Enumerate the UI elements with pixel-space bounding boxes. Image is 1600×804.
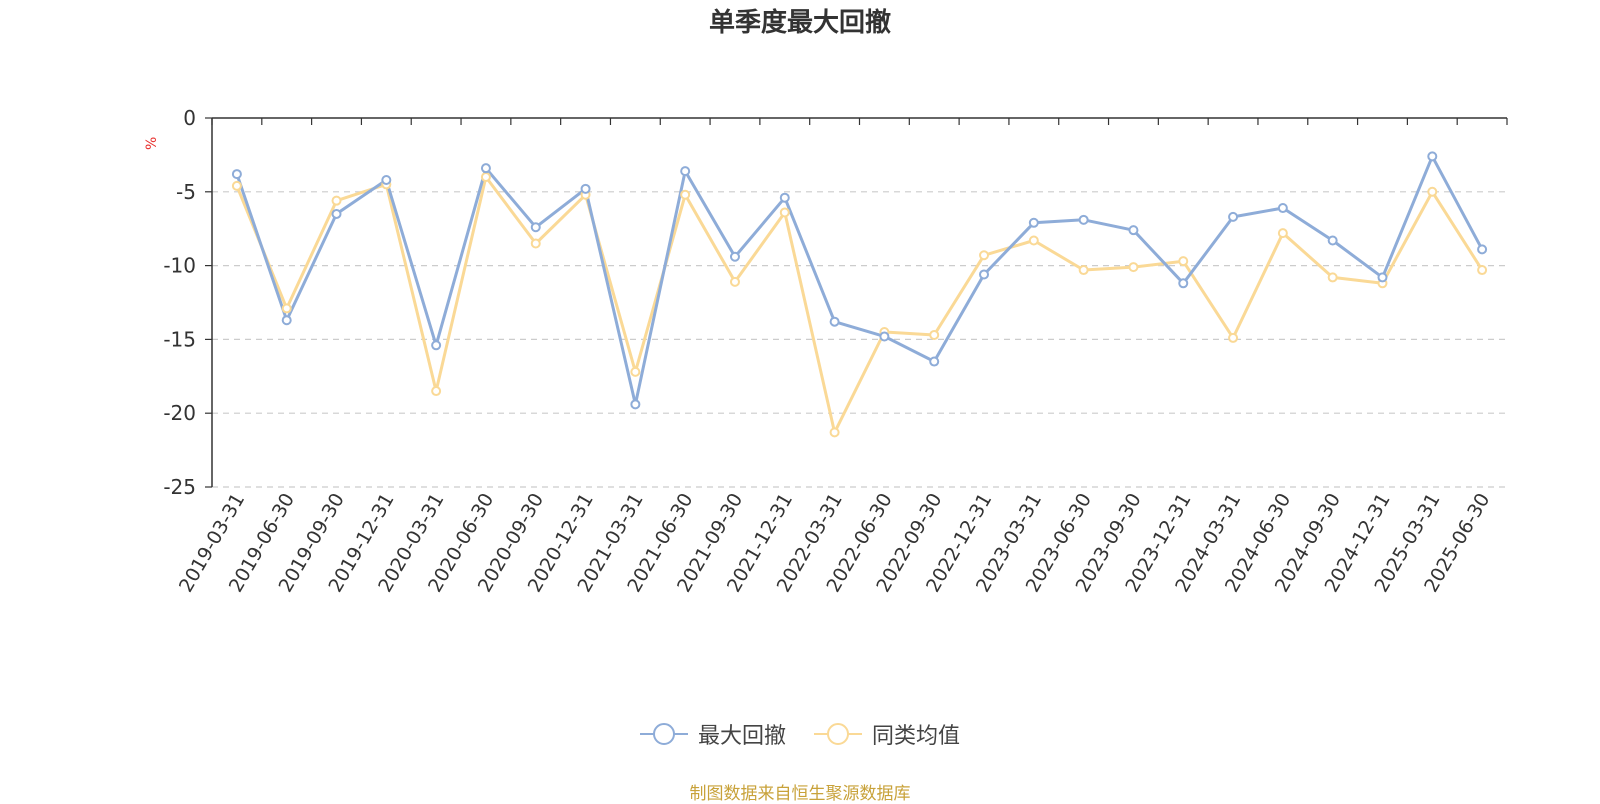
legend-series-2-label: 同类均值 bbox=[872, 724, 961, 749]
series-1-point bbox=[331, 208, 342, 219]
series-1-point bbox=[1128, 225, 1139, 236]
series-1-point bbox=[1377, 272, 1388, 283]
series-2-point bbox=[1327, 272, 1338, 283]
series-2-point bbox=[929, 329, 940, 340]
series-2-point bbox=[829, 427, 840, 438]
series-2-point bbox=[729, 276, 740, 287]
series-2-point bbox=[1078, 265, 1089, 276]
series-2-point bbox=[1477, 265, 1488, 276]
series-1-point bbox=[1477, 244, 1488, 255]
data-source-note: 制图数据来自恒生聚源数据库 bbox=[689, 784, 911, 804]
series-1-point bbox=[480, 163, 491, 174]
chart-title: 单季度最大回撤 bbox=[708, 8, 891, 38]
series-1-point bbox=[580, 183, 591, 194]
y-tick-label: -15 bbox=[163, 327, 196, 351]
series-2-point bbox=[331, 195, 342, 206]
series-2-point bbox=[979, 250, 990, 261]
series-2-point bbox=[530, 238, 541, 249]
series-1-point bbox=[1078, 214, 1089, 225]
y-tick-label: -20 bbox=[163, 401, 196, 425]
series-2-point bbox=[480, 172, 491, 183]
series-line-1 bbox=[235, 154, 1484, 406]
series-line-2 bbox=[235, 175, 1484, 434]
legend-series-1-label: 最大回撤 bbox=[697, 724, 786, 749]
legend-series-2-icon bbox=[814, 723, 862, 745]
series-1-point bbox=[530, 222, 541, 233]
series-1-point bbox=[1028, 217, 1039, 228]
series-1-point bbox=[630, 399, 641, 410]
series-2-point bbox=[1128, 262, 1139, 273]
series-1-point bbox=[929, 356, 940, 367]
series-1-point bbox=[979, 269, 990, 280]
series-1-point bbox=[1178, 278, 1189, 289]
series-2-point bbox=[779, 207, 790, 218]
chart-legend: 最大回撤 同类均值 bbox=[0, 718, 1600, 750]
series-2-point bbox=[281, 303, 292, 314]
series-1-point bbox=[1277, 203, 1288, 214]
series-2-point bbox=[1178, 256, 1189, 267]
series-1-point bbox=[231, 169, 242, 180]
series-2-point bbox=[1028, 235, 1039, 246]
series-1-point bbox=[1427, 151, 1438, 162]
series-1-point bbox=[1327, 235, 1338, 246]
series-2-point bbox=[680, 189, 691, 200]
legend-series-1-icon bbox=[639, 723, 688, 745]
legend-item-series-2[interactable]: 同类均值 bbox=[814, 718, 960, 750]
y-tick-label: 0 bbox=[183, 106, 196, 130]
series-1-point bbox=[431, 340, 442, 351]
y-tick-label: -25 bbox=[163, 475, 196, 499]
series-2-point bbox=[630, 366, 641, 377]
series-2-point bbox=[1277, 228, 1288, 239]
y-tick-label: -5 bbox=[176, 180, 196, 204]
series-1-point bbox=[1228, 211, 1239, 222]
series-1-point bbox=[879, 331, 890, 342]
series-1-point bbox=[281, 315, 292, 326]
series-2-point bbox=[1427, 186, 1438, 197]
series-1-point bbox=[381, 174, 392, 185]
series-1-point bbox=[779, 192, 790, 203]
series-2-point bbox=[1228, 332, 1239, 343]
series-1-point bbox=[680, 166, 691, 177]
y-tick-label: -10 bbox=[163, 254, 196, 278]
legend-item-series-1[interactable]: 最大回撤 bbox=[639, 718, 786, 750]
series-2-point bbox=[231, 180, 242, 191]
series-1-point bbox=[829, 316, 840, 327]
series-2-point bbox=[431, 386, 442, 397]
series-1-point bbox=[729, 251, 740, 262]
